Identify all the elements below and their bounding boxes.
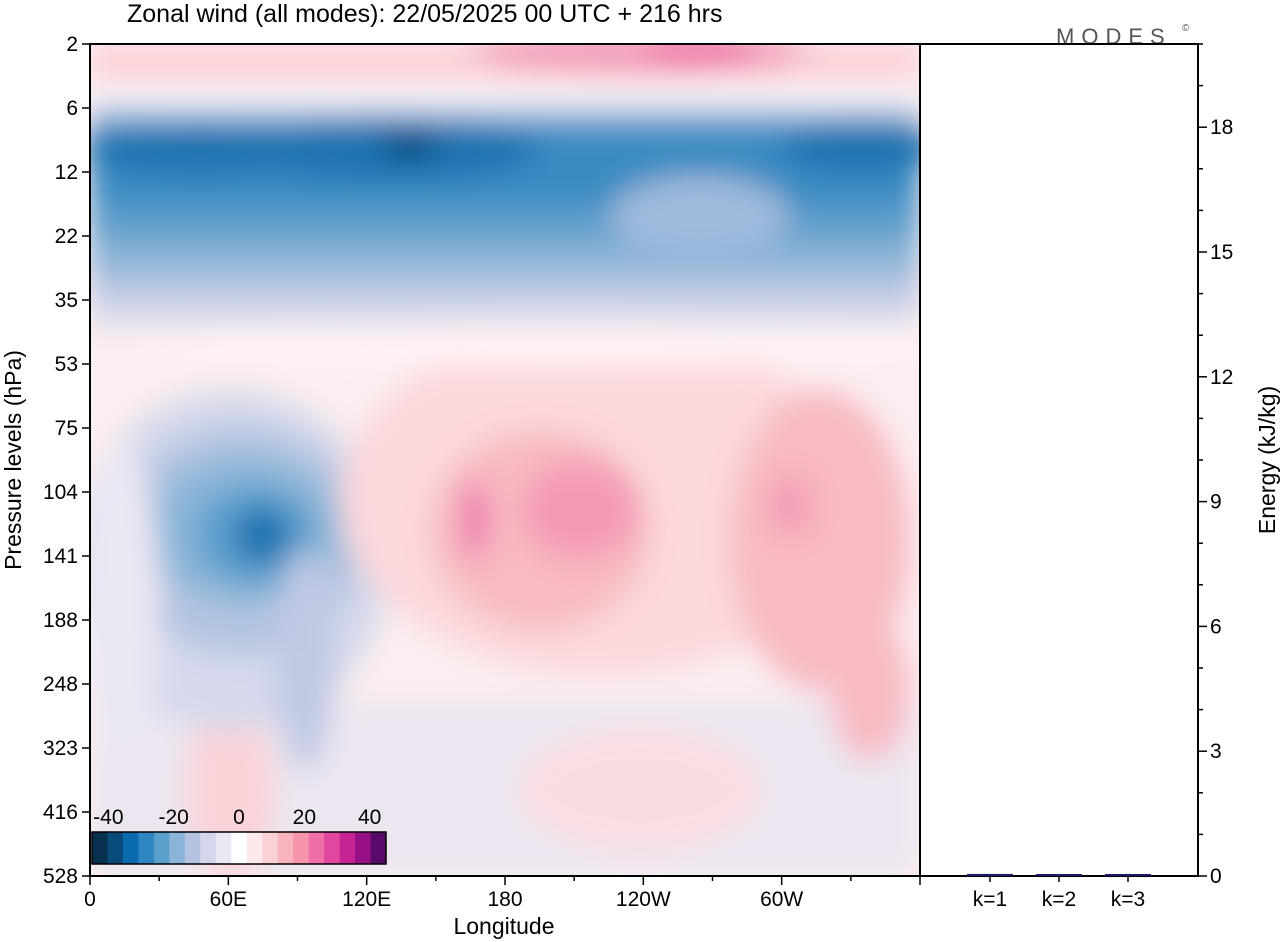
energy-category-label: k=2 — [1042, 888, 1076, 911]
colorbar-tick-label: -20 — [158, 806, 188, 829]
colorbar-swatch — [107, 832, 124, 864]
energy-panel: 0 3 6 9 12 15 18 k=1 k=2 k=3 — [919, 43, 1233, 911]
colorbar-swatch — [370, 832, 387, 864]
field-east-tail — [275, 550, 335, 770]
heatmap-field — [90, 44, 920, 876]
colorbar-swatch — [308, 832, 325, 864]
colorbar-swatch — [169, 832, 186, 864]
field-low-pink-2 — [520, 730, 760, 850]
longitude-tick-label: 120W — [616, 888, 671, 911]
colorbar-swatch — [184, 832, 201, 864]
longitude-tick-label: 60W — [760, 888, 803, 911]
pressure-axis: 2 6 12 22 35 53 75 104 141 188 248 323 416 528 — [43, 33, 90, 888]
colorbar-tick-label: 40 — [358, 806, 381, 829]
pressure-tick-label: 528 — [43, 865, 78, 888]
heatmap-blobs — [90, 44, 920, 876]
field-top-magenta-core — [640, 44, 760, 64]
longitude-tick-label: 0 — [84, 888, 96, 911]
energy-bars: k=1 k=2 k=3 — [967, 873, 1151, 911]
field-west2-lower — [830, 620, 910, 760]
energy-frame — [919, 43, 1199, 877]
field-jet-darkest — [380, 134, 440, 158]
field-west2-core — [768, 475, 812, 535]
pressure-tick-label: 248 — [43, 673, 78, 696]
pressure-tick-label: 35 — [55, 289, 78, 312]
pressure-tick-label: 75 — [55, 417, 78, 440]
pressure-tick-label: 22 — [55, 225, 78, 248]
pressure-tick-label: 141 — [43, 545, 78, 568]
pressure-tick-label: 12 — [55, 161, 78, 184]
longitude-tick-label: 180 — [487, 888, 522, 911]
pressure-tick-label: 2 — [66, 33, 78, 56]
colorbar-swatch — [339, 832, 356, 864]
field-white-strip — [140, 323, 920, 367]
energy-bar — [967, 873, 1013, 876]
colorbar: -40 -20 0 20 40 — [91, 806, 387, 865]
energy-tick-label: 3 — [1210, 740, 1222, 763]
chart-title: Zonal wind (all modes): 22/05/2025 00 UT… — [127, 0, 722, 28]
field-white-band — [90, 84, 920, 102]
colorbar-swatch — [138, 832, 155, 864]
colorbar-swatch — [355, 832, 371, 864]
colorbar-swatch — [262, 832, 279, 864]
energy-tick-label: 0 — [1210, 865, 1222, 888]
pressure-tick-label: 104 — [43, 481, 78, 504]
field-west2-outer — [730, 390, 910, 690]
colorbar-swatch — [277, 832, 294, 864]
energy-category-label: k=3 — [1111, 888, 1145, 911]
energy-axis-label: Energy (kJ/kg) — [1254, 386, 1280, 534]
energy-tick-label: 18 — [1210, 116, 1233, 139]
pressure-tick-label: 323 — [43, 737, 78, 760]
longitude-tick-label: 120E — [342, 888, 391, 911]
pressure-tick-label: 188 — [43, 609, 78, 632]
colorbar-swatch — [231, 832, 248, 864]
energy-category-label: k=1 — [973, 888, 1007, 911]
field-west-2 — [520, 460, 640, 560]
colorbar-swatch — [246, 832, 263, 864]
colorbar-swatch — [122, 832, 139, 864]
colorbar-tick-label: 0 — [233, 806, 245, 829]
colorbar-swatch — [200, 832, 217, 864]
colorbar-swatch — [153, 832, 170, 864]
energy-tick-label: 9 — [1210, 491, 1222, 514]
colorbar-frame — [91, 831, 387, 865]
pressure-tick-label: 416 — [43, 801, 78, 824]
colorbar-swatch — [324, 832, 340, 864]
field-west-3 — [460, 480, 490, 560]
longitude-tick-label: 60E — [210, 888, 247, 911]
energy-bar — [1036, 874, 1082, 876]
energy-tick-label: 6 — [1210, 615, 1222, 638]
field-jet-core-east — [780, 124, 920, 172]
colorbar-swatch — [215, 832, 232, 864]
logo-copyright-mark: © — [1182, 23, 1190, 34]
longitude-axis: 0 60E 120E 180 120W 60W — [84, 876, 921, 911]
energy-axis: 0 3 6 9 12 15 18 — [1198, 43, 1233, 888]
colorbar-swatch — [293, 832, 310, 864]
colorbar-tick-label: 20 — [293, 806, 316, 829]
colorbar-swatch — [92, 832, 108, 864]
field-jet-lighter-gap — [610, 175, 790, 255]
field-east-core — [234, 507, 290, 563]
colorbar-tick-label: -40 — [93, 806, 123, 829]
energy-bar — [1105, 874, 1151, 876]
longitude-axis-label: Longitude — [453, 913, 554, 939]
field-far-west-lilac — [90, 440, 160, 760]
energy-tick-label: 15 — [1210, 241, 1233, 264]
energy-tick-label: 12 — [1210, 366, 1233, 389]
pressure-tick-label: 53 — [55, 353, 78, 376]
heatmap-panel — [89, 43, 921, 877]
pressure-tick-label: 6 — [66, 97, 78, 120]
pressure-axis-label: Pressure levels (hPa) — [0, 350, 26, 570]
